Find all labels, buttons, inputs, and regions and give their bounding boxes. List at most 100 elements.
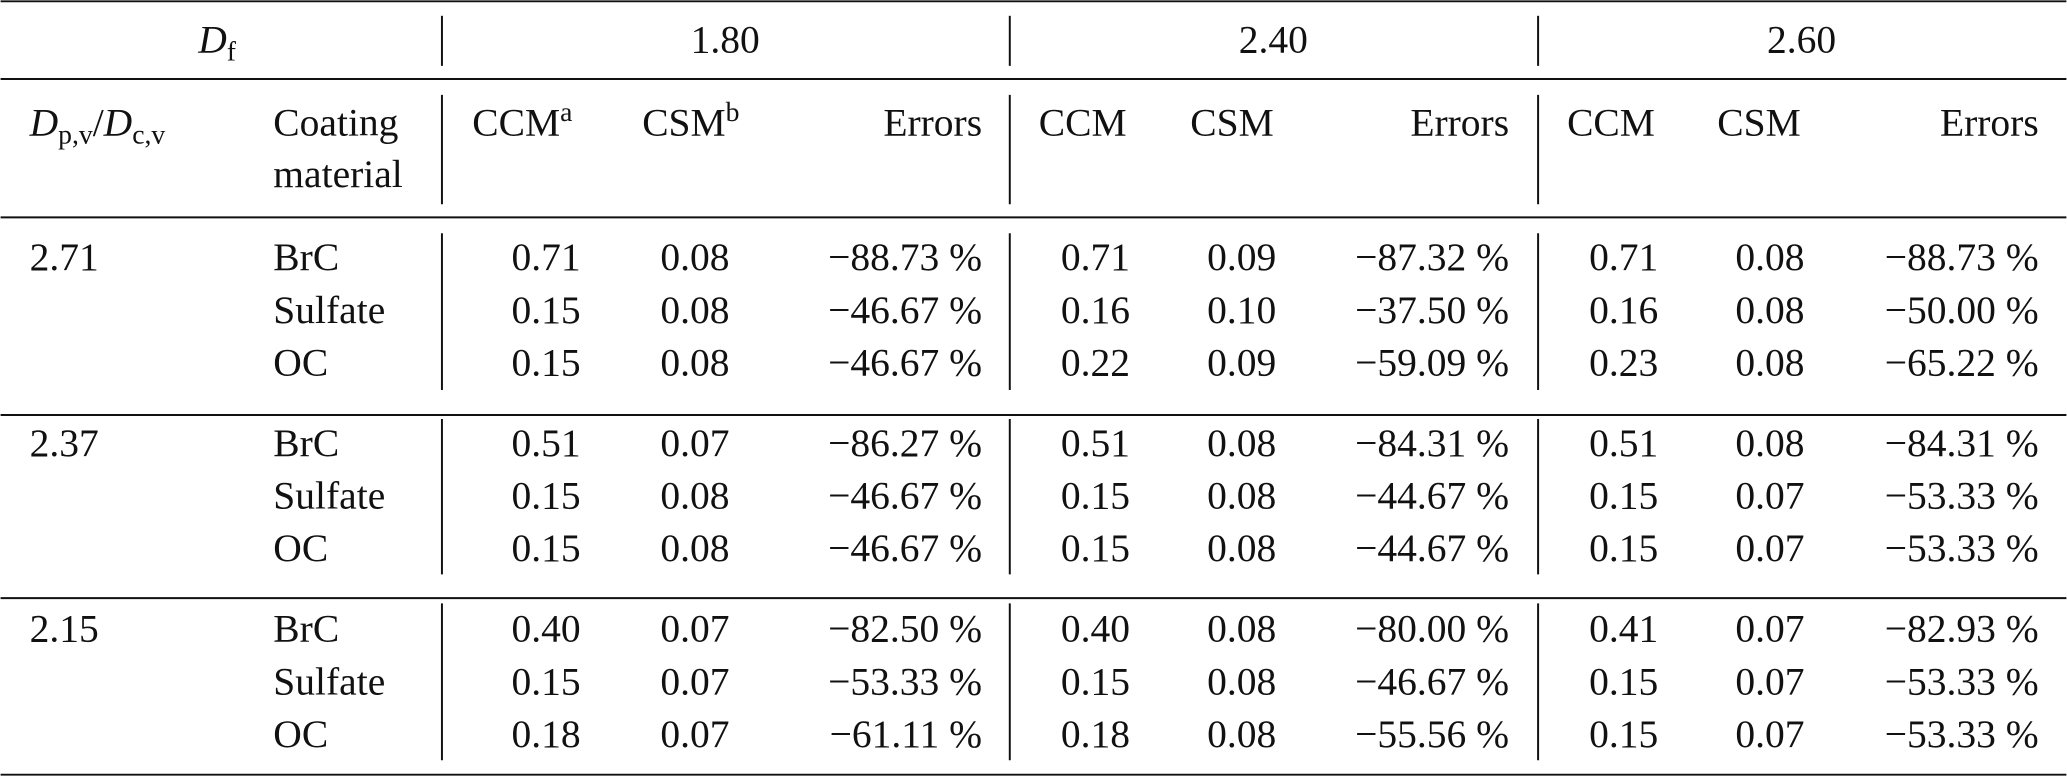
column-header-text: Errors bbox=[883, 101, 982, 145]
column-header-text: CSM bbox=[1717, 101, 1800, 145]
cell: 0.51 bbox=[1589, 421, 1658, 465]
cell: −46.67 % bbox=[828, 340, 982, 384]
cell: 0.08 bbox=[1207, 659, 1276, 703]
cell: 0.51 bbox=[511, 421, 580, 465]
ratio-den-sub: c,v bbox=[132, 119, 165, 150]
cell: −86.27 % bbox=[828, 421, 982, 465]
cell: 0.23 bbox=[1589, 340, 1658, 384]
cell: 0.07 bbox=[660, 712, 729, 756]
cell: −53.33 % bbox=[1885, 526, 2039, 570]
cell: 0.08 bbox=[660, 288, 729, 332]
cell: 0.08 bbox=[1207, 474, 1276, 518]
cell: 0.16 bbox=[1061, 288, 1130, 332]
group-header: 2.60 bbox=[1767, 18, 1836, 62]
cell: 0.09 bbox=[1207, 340, 1276, 384]
cell: −53.33 % bbox=[1885, 474, 2039, 518]
ratio-num: D bbox=[29, 101, 59, 145]
cell: 0.15 bbox=[1061, 474, 1130, 518]
cell: −59.09 % bbox=[1355, 340, 1509, 384]
cell: −37.50 % bbox=[1355, 288, 1509, 332]
cell: 0.10 bbox=[1207, 288, 1276, 332]
cell: −84.31 % bbox=[1885, 421, 2039, 465]
column-header: CCM bbox=[1567, 101, 1655, 145]
cell: 0.07 bbox=[1735, 712, 1804, 756]
cell: 0.15 bbox=[511, 474, 580, 518]
column-header: CSM bbox=[1190, 101, 1273, 145]
group-header: 2.40 bbox=[1239, 18, 1308, 62]
cell: −53.33 % bbox=[1885, 712, 2039, 756]
cell: 0.08 bbox=[1207, 526, 1276, 570]
cell: 0.07 bbox=[1735, 607, 1804, 651]
coating-header: material bbox=[273, 152, 402, 196]
coating-header: Coating bbox=[273, 101, 398, 145]
material: Sulfate bbox=[273, 474, 385, 518]
column-header: CCMa bbox=[472, 96, 572, 144]
ratio-label: Dp,v/Dc,v bbox=[29, 101, 166, 150]
cell: 0.08 bbox=[660, 474, 729, 518]
cell: 0.15 bbox=[511, 340, 580, 384]
ratio-num-sub: p,v bbox=[58, 119, 93, 150]
cell: 0.15 bbox=[511, 526, 580, 570]
column-header-sup: a bbox=[560, 96, 572, 127]
cell: 0.71 bbox=[511, 235, 580, 279]
material: BrC bbox=[273, 421, 339, 465]
column-header-text: CSM bbox=[642, 101, 725, 145]
cell: 0.08 bbox=[660, 235, 729, 279]
cell: 0.07 bbox=[1735, 474, 1804, 518]
column-header: CSMb bbox=[642, 96, 739, 144]
cell: −44.67 % bbox=[1355, 526, 1509, 570]
cell: −82.93 % bbox=[1885, 607, 2039, 651]
cell: 0.15 bbox=[1061, 526, 1130, 570]
cell: −61.11 % bbox=[830, 712, 983, 756]
cell: 0.15 bbox=[1589, 474, 1658, 518]
cell: −46.67 % bbox=[828, 474, 982, 518]
cell: 0.40 bbox=[1061, 607, 1130, 651]
cell: −46.67 % bbox=[1355, 659, 1509, 703]
cell: 0.18 bbox=[511, 712, 580, 756]
df-label: Df bbox=[197, 18, 237, 67]
df-sub: f bbox=[227, 36, 237, 67]
cell: −50.00 % bbox=[1885, 288, 2039, 332]
cell: 0.08 bbox=[660, 340, 729, 384]
cell: −46.67 % bbox=[828, 526, 982, 570]
cell: −84.31 % bbox=[1355, 421, 1509, 465]
ratio-value: 2.15 bbox=[30, 607, 99, 651]
cell: 0.18 bbox=[1061, 712, 1130, 756]
column-header: CCM bbox=[1039, 101, 1127, 145]
cell: −88.73 % bbox=[828, 235, 982, 279]
cell: 0.07 bbox=[1735, 659, 1804, 703]
cell: 0.08 bbox=[1207, 421, 1276, 465]
column-header-text: CCM bbox=[1039, 101, 1127, 145]
column-header-text: CSM bbox=[1190, 101, 1273, 145]
cell: 0.08 bbox=[1735, 235, 1804, 279]
ratio-slash: / bbox=[93, 101, 104, 145]
cell: 0.15 bbox=[1589, 659, 1658, 703]
cell: 0.15 bbox=[1589, 526, 1658, 570]
column-header: Errors bbox=[883, 101, 982, 145]
material: Sulfate bbox=[273, 659, 385, 703]
cell: −88.73 % bbox=[1885, 235, 2039, 279]
cell: 0.08 bbox=[1207, 607, 1276, 651]
material: BrC bbox=[273, 607, 339, 651]
column-header: Errors bbox=[1410, 101, 1509, 145]
cell: −87.32 % bbox=[1355, 235, 1509, 279]
material: OC bbox=[273, 340, 328, 384]
cell: 0.22 bbox=[1061, 340, 1130, 384]
cell: 0.51 bbox=[1061, 421, 1130, 465]
cell: 0.15 bbox=[511, 288, 580, 332]
cell: 0.15 bbox=[511, 659, 580, 703]
cell: 0.41 bbox=[1589, 607, 1658, 651]
cell: 0.40 bbox=[511, 607, 580, 651]
ratio-value: 2.37 bbox=[30, 421, 99, 465]
cell: −82.50 % bbox=[828, 607, 982, 651]
cell: 0.07 bbox=[660, 659, 729, 703]
column-header-text: CCM bbox=[472, 101, 560, 145]
cell: −80.00 % bbox=[1355, 607, 1509, 651]
df-symbol: D bbox=[197, 18, 227, 62]
column-header-text: CCM bbox=[1567, 101, 1655, 145]
column-header-sup: b bbox=[726, 96, 740, 127]
cell: 0.71 bbox=[1061, 235, 1130, 279]
cell: 0.08 bbox=[1207, 712, 1276, 756]
